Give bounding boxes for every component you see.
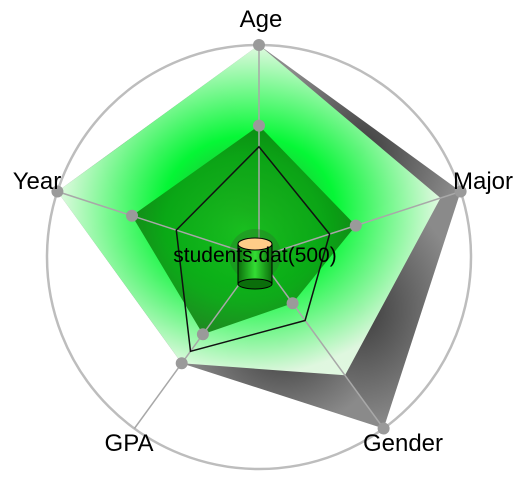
axis-spoke-gender	[258, 256, 385, 429]
axis-label-age: Age	[240, 6, 283, 33]
value-outline	[175, 145, 331, 353]
axis-spoke-year	[57, 190, 260, 258]
axis-label-year: Year	[13, 168, 62, 195]
center-label: students.dat(500)	[173, 244, 336, 267]
outer-marker-year[interactable]	[51, 185, 64, 198]
inner-marker-gpa[interactable]	[196, 328, 209, 341]
axis-label-gpa: GPA	[105, 430, 154, 457]
database-cylinder-icon[interactable]	[229, 229, 281, 290]
axis-label-gender: Gender	[363, 430, 443, 457]
inner-marker-major[interactable]	[349, 219, 362, 232]
inner-marker-age[interactable]	[253, 119, 265, 132]
outer-marker-gpa[interactable]	[175, 357, 188, 370]
axis-label-major: Major	[453, 168, 513, 195]
outer-marker-age[interactable]	[253, 39, 265, 51]
inner-range-polygon	[132, 125, 356, 335]
outer-marker-gender[interactable]	[377, 422, 390, 435]
inner-marker-gender[interactable]	[286, 297, 299, 310]
outer-marker-major[interactable]	[454, 185, 467, 198]
inner-marker-year[interactable]	[126, 209, 138, 222]
